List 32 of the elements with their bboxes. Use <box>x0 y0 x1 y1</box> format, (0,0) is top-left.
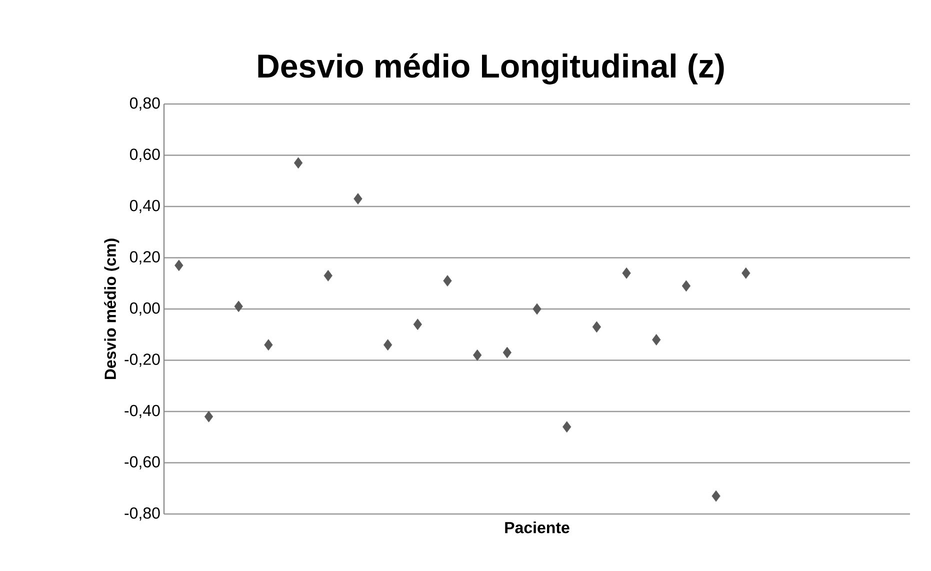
x-axis-title: Paciente <box>505 522 570 534</box>
point <box>562 421 572 433</box>
point <box>204 410 214 422</box>
point <box>174 260 184 272</box>
point <box>532 303 542 315</box>
point <box>324 270 332 282</box>
point <box>682 280 691 292</box>
point <box>354 193 362 205</box>
point <box>592 321 602 333</box>
y-tick-label: -0,80 <box>124 507 160 521</box>
point <box>652 334 661 346</box>
y-tick-label: 0,00 <box>130 302 160 316</box>
point <box>413 318 422 330</box>
y-tick-label: 0,20 <box>130 251 160 264</box>
y-axis-title: Desvio médio (cm) <box>104 238 120 380</box>
y-tick-label: 0,80 <box>130 97 160 111</box>
point <box>443 275 452 287</box>
point <box>742 267 750 279</box>
y-tick-label: -0,40 <box>124 404 160 418</box>
point <box>622 267 631 279</box>
y-tick-label: -0,60 <box>124 456 160 470</box>
point <box>712 490 720 502</box>
point <box>473 349 482 361</box>
y-tick-label: 0,40 <box>130 200 160 214</box>
y-tick-label: 0,60 <box>130 148 160 162</box>
point <box>294 157 303 169</box>
y-tick-label: -0,20 <box>124 354 160 367</box>
point <box>264 339 273 351</box>
point <box>383 339 392 351</box>
point <box>234 300 243 312</box>
point <box>502 346 512 358</box>
chart-title: Desvio médio Longitudinal (z) <box>258 53 724 84</box>
